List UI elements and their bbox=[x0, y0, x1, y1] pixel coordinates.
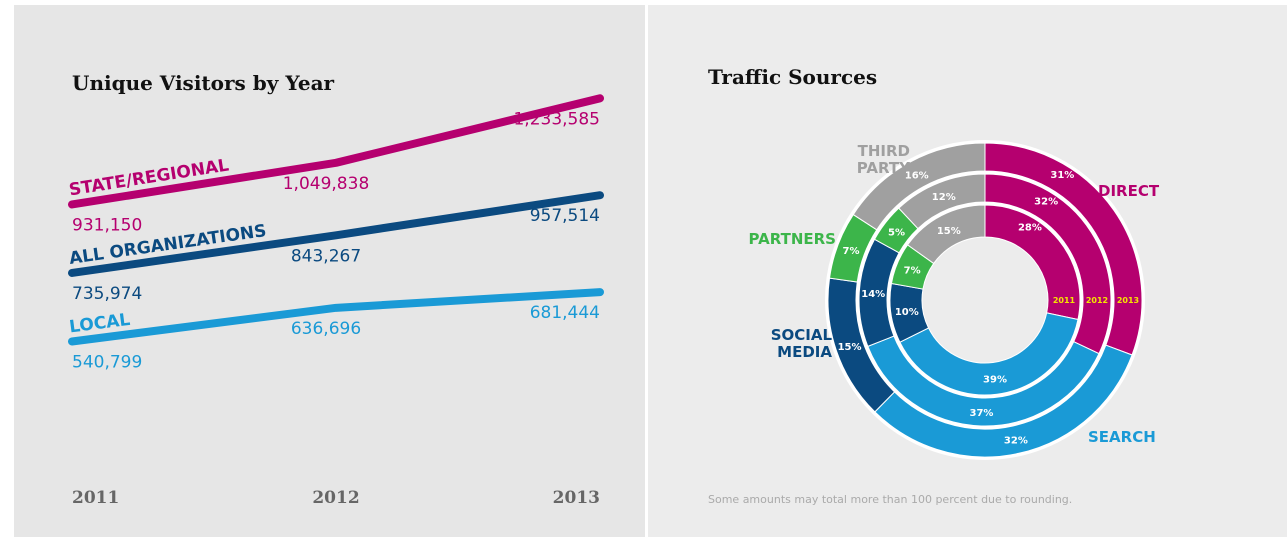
value-label: 32% bbox=[1034, 196, 1058, 207]
value-label: 32% bbox=[1004, 436, 1028, 447]
series-line bbox=[68, 288, 604, 346]
value-label: 5% bbox=[888, 227, 905, 238]
value-label: 31% bbox=[1050, 170, 1074, 181]
value-label: 7% bbox=[904, 265, 921, 276]
footnote: Some amounts may total more than 100 per… bbox=[708, 493, 1072, 506]
x-tick-label: 2012 bbox=[312, 488, 359, 508]
value-label: 957,514 bbox=[530, 206, 600, 226]
ring-separator bbox=[856, 171, 1114, 429]
value-label: 681,444 bbox=[530, 303, 600, 323]
value-label: 1,049,838 bbox=[283, 174, 370, 194]
ring-label: 2011 bbox=[1053, 296, 1076, 305]
ring-label: 2012 bbox=[1086, 296, 1108, 305]
value-label: 636,696 bbox=[291, 319, 361, 339]
value-label: 16% bbox=[905, 170, 929, 181]
value-label: 735,974 bbox=[72, 284, 142, 304]
x-tick-label: 2013 bbox=[553, 488, 600, 508]
series-line bbox=[68, 94, 604, 209]
ring-separator bbox=[825, 140, 1145, 460]
value-label: 7% bbox=[843, 246, 860, 257]
value-label: 843,267 bbox=[291, 246, 361, 266]
category-label: SOCIAL MEDIA bbox=[770, 326, 832, 361]
category-label: SEARCH bbox=[1088, 428, 1156, 446]
category-label: THIRD PARTY bbox=[856, 142, 910, 177]
chart-title: Unique Visitors by Year bbox=[72, 71, 335, 95]
value-label: 14% bbox=[861, 289, 885, 300]
value-label: 931,150 bbox=[72, 215, 142, 235]
value-label: 1,233,585 bbox=[513, 109, 600, 129]
value-label: 37% bbox=[970, 408, 994, 419]
category-label: PARTNERS bbox=[748, 230, 837, 248]
value-label: 15% bbox=[937, 226, 961, 237]
value-label: 39% bbox=[983, 374, 1007, 385]
ring-separator bbox=[887, 202, 1083, 398]
ring-label: 2013 bbox=[1117, 296, 1139, 305]
value-label: 540,799 bbox=[72, 352, 142, 372]
x-tick-label: 2011 bbox=[72, 488, 119, 508]
series-line bbox=[68, 191, 604, 277]
value-label: 28% bbox=[1018, 223, 1042, 234]
value-label: 10% bbox=[895, 307, 919, 318]
value-label: 12% bbox=[932, 192, 956, 203]
category-label: DIRECT bbox=[1098, 182, 1160, 200]
donut-segment bbox=[899, 312, 1079, 396]
chart-title: Traffic Sources bbox=[708, 65, 877, 89]
donut-segment bbox=[852, 142, 986, 231]
left-panel bbox=[14, 5, 645, 537]
value-label: 15% bbox=[838, 342, 862, 353]
